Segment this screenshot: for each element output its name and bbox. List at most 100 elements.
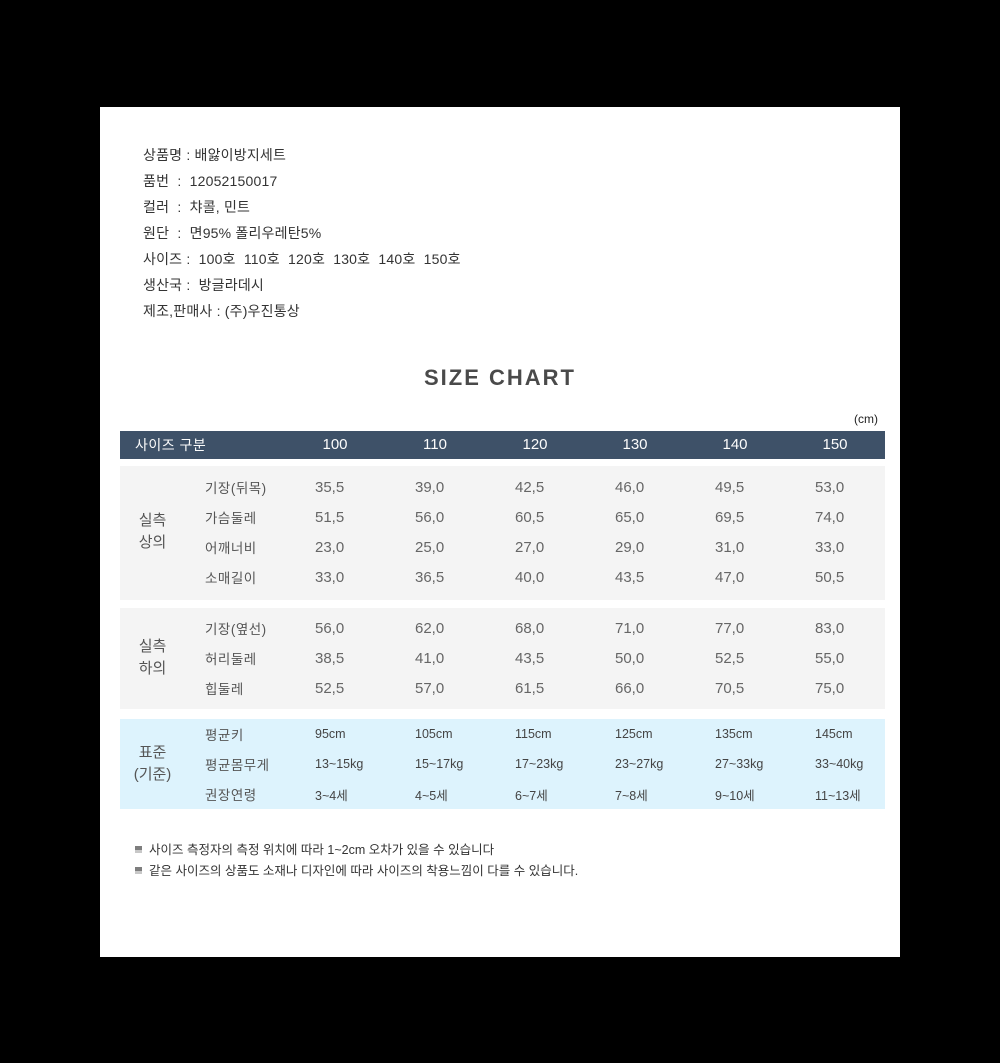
footer-notes: 사이즈 측정자의 측정 위치에 따라 1~2cm 오차가 있을 수 있습니다 같… bbox=[135, 840, 578, 882]
measurement-name: 권장연령 bbox=[205, 788, 257, 803]
measurement-name: 평균몸무게 bbox=[205, 758, 270, 773]
product-info-block: 상품명 : 배앓이방지세트 품번 : 12052150017 컬러 : 챠콜, … bbox=[143, 142, 461, 324]
measurement-value: 41,0 bbox=[415, 649, 445, 667]
note-line: 같은 사이즈의 상품도 소재나 디자인에 따라 사이즈의 착용느낌이 다를 수 … bbox=[135, 861, 578, 882]
size-table-row: 허리둘레 38,5 41,0 43,5 50,0 52,5 55,0 bbox=[185, 643, 885, 673]
measurement-value: 77,0 bbox=[715, 619, 745, 637]
product-color-line: 컬러 : 챠콜, 민트 bbox=[143, 199, 251, 215]
measurement-value: 4~5세 bbox=[415, 788, 448, 803]
measurement-value: 11~13세 bbox=[815, 788, 861, 803]
header-size-150: 150 bbox=[822, 436, 848, 453]
measurement-name: 어깨너비 bbox=[205, 541, 257, 556]
size-table-row: 권장연령 3~4세 4~5세 6~7세 7~8세 9~10세 11~13세 bbox=[185, 779, 885, 809]
measurement-value: 74,0 bbox=[815, 508, 845, 526]
measurement-value: 17~23kg bbox=[515, 757, 564, 771]
measurement-value: 27~33kg bbox=[715, 757, 764, 771]
measurement-value: 47,0 bbox=[715, 568, 745, 586]
measurement-value: 33~40kg bbox=[815, 757, 864, 771]
measurement-value: 115cm bbox=[515, 727, 552, 741]
measurement-value: 66,0 bbox=[615, 679, 645, 697]
section-group-label: 실측 상의 bbox=[138, 512, 167, 551]
measurement-value: 33,0 bbox=[315, 568, 345, 586]
measurement-value: 25,0 bbox=[415, 538, 445, 556]
measurement-name: 기장(옆선) bbox=[205, 622, 267, 637]
size-table: 사이즈 구분 100 110 120 130 140 150 실측 상의 기장(뒤목… bbox=[120, 431, 885, 809]
size-table-row: 평균몸무게 13~15kg 15~17kg 17~23kg 23~27kg 27~33kg… bbox=[185, 749, 885, 779]
measurement-name: 허리둘레 bbox=[205, 652, 257, 667]
product-seller-line: 제조,판매사 : (주)우진통상 bbox=[143, 303, 300, 319]
measurement-value: 31,0 bbox=[715, 538, 745, 556]
measurement-value: 145cm bbox=[815, 727, 853, 741]
measurement-value: 69,5 bbox=[715, 508, 745, 526]
measurement-value: 105cm bbox=[415, 727, 453, 741]
measurement-value: 38,5 bbox=[315, 649, 345, 667]
size-table-row: 소매길이 33,0 36,5 40,0 43,5 47,0 50,5 bbox=[185, 562, 885, 592]
measurement-value: 23~27kg bbox=[615, 757, 664, 771]
measurement-value: 35,5 bbox=[315, 478, 345, 496]
measurement-value: 15~17kg bbox=[415, 757, 464, 771]
measurement-value: 51,5 bbox=[315, 508, 345, 526]
size-table-row: 힙둘레 52,5 57,0 61,5 66,0 70,5 75,0 bbox=[185, 673, 885, 703]
measurement-name: 소매길이 bbox=[205, 571, 257, 586]
note-line: 사이즈 측정자의 측정 위치에 따라 1~2cm 오차가 있을 수 있습니다 bbox=[135, 840, 578, 861]
product-sizes-line: 사이즈 : 100호 110호 120호 130호 140호 150호 bbox=[143, 251, 461, 267]
measurement-value: 49,5 bbox=[715, 478, 745, 496]
measurement-value: 135cm bbox=[715, 727, 753, 741]
measurement-value: 75,0 bbox=[815, 679, 845, 697]
measurement-value: 29,0 bbox=[615, 538, 645, 556]
header-size-130: 130 bbox=[622, 436, 648, 453]
measurement-value: 50,0 bbox=[615, 649, 645, 667]
measurement-value: 61,5 bbox=[515, 679, 545, 697]
measurement-value: 125cm bbox=[615, 727, 653, 741]
size-table-section: 실측 상의 기장(뒤목) 35,5 39,0 42,5 46,0 49,5 53,0 가슴둘레 51… bbox=[120, 466, 885, 600]
product-name-line: 상품명 : 배앓이방지세트 bbox=[143, 147, 287, 163]
section-group-label: 표준 (기준) bbox=[133, 744, 172, 783]
product-origin-line: 생산국 : 방글라데시 bbox=[143, 277, 264, 293]
measurement-value: 70,5 bbox=[715, 679, 745, 697]
size-table-row: 어깨너비 23,0 25,0 27,0 29,0 31,0 33,0 bbox=[185, 532, 885, 562]
note-text: 같은 사이즈의 상품도 소재나 디자인에 따라 사이즈의 착용느낌이 다를 수 … bbox=[149, 864, 579, 878]
measurement-value: 60,5 bbox=[515, 508, 545, 526]
size-table-section: 표준 (기준) 평균키 95cm 105cm 115cm 125cm 135cm 145cm 평균… bbox=[120, 719, 885, 809]
measurement-value: 43,5 bbox=[615, 568, 645, 586]
measurement-name: 가슴둘레 bbox=[205, 511, 257, 526]
header-size-label: 사이즈 구분 bbox=[135, 437, 207, 453]
measurement-value: 83,0 bbox=[815, 619, 845, 637]
measurement-value: 56,0 bbox=[415, 508, 445, 526]
note-text: 사이즈 측정자의 측정 위치에 따라 1~2cm 오차가 있을 수 있습니다 bbox=[149, 843, 495, 857]
measurement-value: 33,0 bbox=[815, 538, 845, 556]
measurement-value: 52,5 bbox=[715, 649, 745, 667]
measurement-value: 39,0 bbox=[415, 478, 445, 496]
measurement-value: 55,0 bbox=[815, 649, 845, 667]
measurement-value: 40,0 bbox=[515, 568, 545, 586]
measurement-value: 71,0 bbox=[615, 619, 645, 637]
measurement-value: 46,0 bbox=[615, 478, 645, 496]
measurement-value: 95cm bbox=[315, 727, 346, 741]
header-size-120: 120 bbox=[522, 436, 548, 453]
measurement-value: 42,5 bbox=[515, 478, 545, 496]
measurement-value: 43,5 bbox=[515, 649, 545, 667]
measurement-name: 힙둘레 bbox=[205, 682, 244, 697]
header-size-140: 140 bbox=[722, 436, 748, 453]
header-size-110: 110 bbox=[423, 436, 447, 453]
measurement-value: 50,5 bbox=[815, 568, 845, 586]
measurement-value: 3~4세 bbox=[315, 788, 348, 803]
square-bullet-icon bbox=[135, 846, 142, 853]
size-table-row: 가슴둘레 51,5 56,0 60,5 65,0 69,5 74,0 bbox=[185, 502, 885, 532]
measurement-value: 13~15kg bbox=[315, 757, 364, 771]
size-table-row: 기장(뒤목) 35,5 39,0 42,5 46,0 49,5 53,0 bbox=[185, 472, 885, 502]
product-number-line: 품번 : 12052150017 bbox=[143, 173, 278, 189]
product-fabric-line: 원단 : 면95% 폴리우레탄5% bbox=[143, 225, 322, 241]
header-size-100: 100 bbox=[322, 436, 348, 453]
size-chart-title: SIZE CHART bbox=[424, 365, 576, 390]
measurement-value: 65,0 bbox=[615, 508, 645, 526]
content-sheet: 상품명 : 배앓이방지세트 품번 : 12052150017 컬러 : 챠콜, … bbox=[100, 107, 900, 957]
measurement-name: 평균키 bbox=[205, 728, 244, 743]
measurement-value: 23,0 bbox=[315, 538, 345, 556]
measurement-value: 57,0 bbox=[415, 679, 445, 697]
measurement-name: 기장(뒤목) bbox=[205, 481, 267, 496]
size-table-row: 평균키 95cm 105cm 115cm 125cm 135cm 145cm bbox=[185, 719, 885, 749]
measurement-value: 56,0 bbox=[315, 619, 345, 637]
measurement-value: 52,5 bbox=[315, 679, 345, 697]
